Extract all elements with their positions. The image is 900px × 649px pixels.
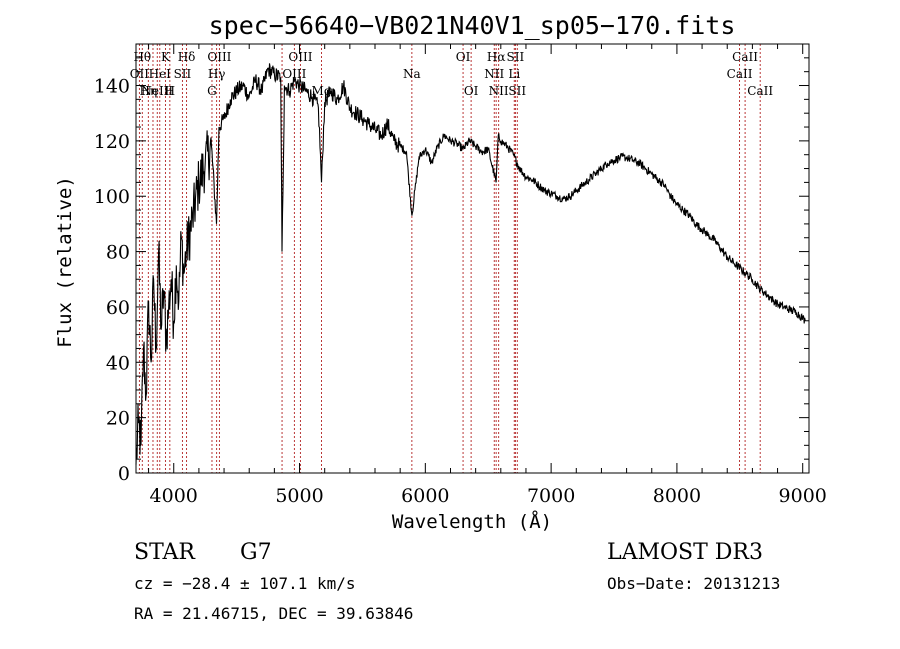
chart-title: spec−56640−VB021N40V1_sp05−170.fits <box>209 11 736 40</box>
plot-frame <box>135 43 810 474</box>
emission-line-label: NII <box>489 84 509 98</box>
emission-line-label: OII <box>130 67 150 81</box>
emission-line-label: Hη <box>139 84 157 98</box>
survey-name: LAMOST DR3 <box>607 540 763 565</box>
emission-line-label: SII <box>508 84 526 98</box>
emission-line-label: CaII <box>732 50 758 64</box>
x-axis-ticks: 4000 5000 6000 7000 8000 9000 <box>148 44 827 507</box>
y-tick-label: 0 <box>118 463 130 485</box>
emission-line-label: K <box>161 50 171 64</box>
emission-line-label: G <box>207 84 217 98</box>
y-axis-label: Flux (relative) <box>54 176 76 348</box>
y-tick-label: 40 <box>106 352 130 374</box>
emission-line-label: Hγ <box>208 67 226 81</box>
emission-line-label: NII <box>484 67 504 81</box>
x-tick-label: 7000 <box>527 485 575 507</box>
emission-line-label: OIII <box>288 50 312 64</box>
obs-date: Obs−Date: 20131213 <box>607 574 780 593</box>
coordinates: RA = 21.46715, DEC = 39.63846 <box>134 604 413 623</box>
emission-line-label: Hθ <box>133 50 151 64</box>
emission-line-label: CaII <box>747 84 773 98</box>
emission-line-label: SII <box>174 67 192 81</box>
emission-line-label: OI <box>464 84 479 98</box>
redshift-text: cz = −28.4 ± 107.1 km/s <box>134 574 356 593</box>
emission-line-label: Mg <box>312 84 332 98</box>
x-tick-label: 9000 <box>779 485 827 507</box>
emission-line-label: OIII <box>207 50 231 64</box>
y-tick-label: 140 <box>94 76 130 98</box>
x-tick-label: 4000 <box>150 485 198 507</box>
y-tick-label: 120 <box>94 131 130 153</box>
object-class: STAR <box>134 540 196 565</box>
emission-line-label: Li <box>508 67 520 81</box>
emission-lines <box>138 44 761 473</box>
emission-line-label: OIII <box>282 67 306 81</box>
emission-line-label: Hα <box>487 50 506 64</box>
x-tick-label: 8000 <box>653 485 701 507</box>
object-subclass: G7 <box>240 540 272 565</box>
x-tick-label: 6000 <box>401 485 449 507</box>
emission-line-label: H <box>165 84 175 98</box>
emission-line-label: OI <box>456 50 471 64</box>
emission-line-label: HeI <box>149 67 172 81</box>
y-tick-label: 80 <box>106 242 130 264</box>
emission-line-label: SII <box>507 50 525 64</box>
emission-line-label: Hδ <box>178 50 196 64</box>
spectrum-series-line <box>135 63 806 465</box>
y-tick-label: 100 <box>94 186 130 208</box>
y-tick-label: 60 <box>106 297 130 319</box>
y-axis-ticks: 0 20 40 60 80 100 120 140 <box>94 57 809 485</box>
x-axis-label: Wavelength (Å) <box>392 510 552 533</box>
x-tick-label: 5000 <box>275 485 323 507</box>
emission-line-label: NeIII <box>141 84 173 98</box>
emission-line-label: CaII <box>727 67 753 81</box>
emission-line-label: Na <box>403 67 421 81</box>
y-tick-label: 20 <box>106 408 130 430</box>
